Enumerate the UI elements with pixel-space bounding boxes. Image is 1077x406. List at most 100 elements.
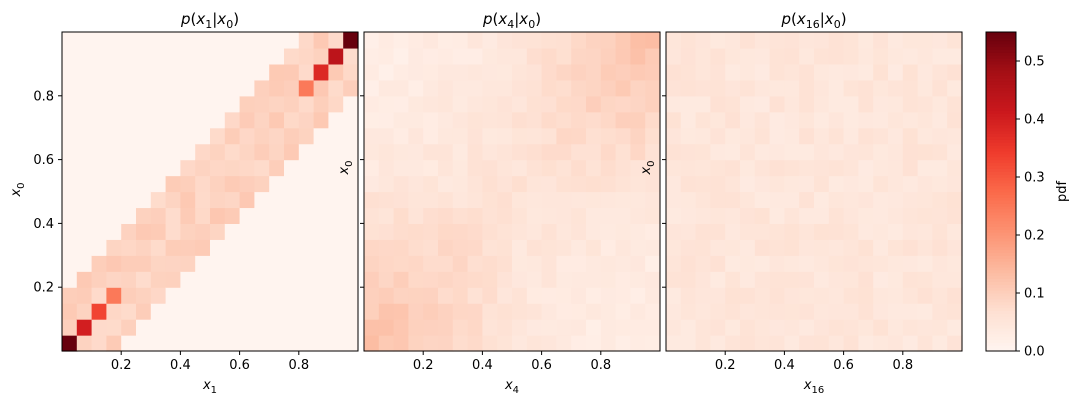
heatmap-cell-1-17-3 [615, 287, 631, 304]
colorbar-segment-29 [986, 264, 1016, 268]
heatmap-cell-2-0-7 [666, 223, 682, 240]
heatmap-cell-2-5-11 [740, 159, 756, 177]
heatmap-cell-0-17-13 [313, 127, 329, 145]
colorbar-segment-24 [986, 278, 1016, 282]
heatmap-cell-0-13-14 [254, 111, 270, 129]
heatmap-cell-2-1-3 [680, 287, 697, 304]
heatmap-cell-2-17-7 [917, 223, 933, 240]
heatmap-cell-1-4-8 [423, 207, 439, 224]
heatmap-cell-0-0-8 [62, 207, 78, 224]
colorbar-segment-28 [986, 266, 1016, 271]
heatmap-cell-1-0-0 [364, 335, 380, 352]
heatmap-cell-1-16-7 [600, 223, 617, 240]
colorbar-segment-75 [986, 130, 1016, 135]
colorbar-segment-70 [986, 145, 1016, 149]
heatmap-cell-1-9-11 [497, 159, 513, 177]
heatmap-cell-2-0-17 [666, 63, 682, 81]
heatmap-cell-0-0-7 [62, 223, 78, 240]
heatmap-cell-2-12-7 [843, 223, 859, 240]
heatmap-cell-0-10-6 [210, 239, 226, 256]
heatmap-cell-0-16-12 [298, 143, 315, 161]
heatmap-cell-1-5-12 [438, 143, 454, 161]
heatmap-cell-2-4-12 [725, 143, 741, 161]
heatmap-cell-0-2-6 [91, 239, 107, 256]
heatmap-cell-0-2-3 [91, 287, 107, 304]
heatmap-cell-2-3-18 [710, 47, 726, 65]
heatmap-cell-0-19-11 [343, 159, 359, 177]
colorbar-segment-106 [986, 40, 1016, 45]
heatmap-cell-0-18-8 [328, 207, 344, 224]
heatmap-cell-1-0-7 [364, 223, 380, 240]
heatmap-cell-1-5-10 [438, 175, 454, 193]
heatmap-cell-2-2-15 [695, 95, 711, 113]
heatmap-cell-2-4-13 [725, 127, 741, 145]
heatmap-cell-1-6-7 [452, 223, 469, 240]
heatmap-cell-2-4-8 [725, 207, 741, 224]
heatmap-cell-0-18-10 [328, 175, 344, 193]
heatmap-cell-1-1-3 [378, 287, 395, 304]
heatmap-cell-1-5-2 [438, 303, 454, 320]
heatmap-cell-0-4-17 [121, 63, 137, 81]
heatmap-cell-2-12-19 [843, 32, 859, 49]
heatmap-cell-1-1-10 [378, 175, 395, 193]
heatmap-cell-0-16-1 [298, 319, 315, 336]
colorbar-segment-57 [986, 182, 1016, 187]
heatmap-cell-1-17-17 [615, 63, 631, 81]
colorbar-segment-56 [986, 185, 1016, 190]
heatmap-cell-2-13-17 [858, 63, 874, 81]
chart-title-2: p(x16|x0) [780, 10, 846, 31]
heatmap-cell-0-10-18 [210, 47, 226, 65]
heatmap-cell-1-5-6 [438, 239, 454, 256]
heatmap-cell-2-1-4 [680, 271, 697, 288]
heatmap-cell-2-3-9 [710, 191, 726, 209]
heatmap-cell-2-19-7 [947, 223, 963, 240]
heatmap-cell-1-15-10 [586, 175, 602, 193]
heatmap-cell-0-3-17 [106, 63, 122, 81]
heatmap-cell-2-17-12 [917, 143, 933, 161]
heatmap-cell-0-15-18 [284, 47, 300, 65]
heatmap-cell-2-19-16 [947, 79, 963, 97]
heatmap-cell-0-1-4 [76, 271, 93, 288]
heatmap-cell-1-8-0 [482, 335, 498, 352]
heatmap-cell-0-16-6 [298, 239, 315, 256]
heatmap-cell-1-18-8 [630, 207, 646, 224]
heatmap-cell-0-14-16 [269, 79, 285, 97]
heatmap-cell-0-7-0 [165, 335, 181, 352]
heatmap-cell-0-10-11 [210, 159, 226, 177]
heatmap-cell-1-1-19 [378, 32, 395, 49]
heatmap-cell-0-17-6 [313, 239, 329, 256]
heatmap-cell-0-3-2 [106, 303, 122, 320]
heatmap-cell-1-2-8 [393, 207, 409, 224]
heatmap-cell-0-12-7 [239, 223, 255, 240]
heatmap-cell-0-11-13 [224, 127, 241, 145]
heatmap-cell-0-12-15 [239, 95, 255, 113]
heatmap-cell-0-18-3 [328, 287, 344, 304]
heatmap-cell-1-8-15 [482, 95, 498, 113]
heatmap-cell-1-11-13 [526, 127, 543, 145]
heatmap-cell-1-13-19 [556, 32, 572, 49]
heatmap-cell-2-16-12 [902, 143, 919, 161]
heatmap-cell-0-7-10 [165, 175, 181, 193]
heatmap-cell-2-4-19 [725, 32, 741, 49]
heatmap-cell-0-0-5 [62, 255, 78, 272]
heatmap-cell-0-18-2 [328, 303, 344, 320]
heatmap-cell-0-10-8 [210, 207, 226, 224]
heatmap-cell-2-6-9 [754, 191, 771, 209]
heatmap-cell-0-5-6 [136, 239, 152, 256]
heatmap-cell-0-11-6 [224, 239, 241, 256]
heatmap-cell-0-12-10 [239, 175, 255, 193]
heatmap-cell-0-1-14 [76, 111, 93, 129]
heatmap-cell-0-17-19 [313, 32, 329, 49]
heatmap-cell-0-17-1 [313, 319, 329, 336]
heatmap-cell-2-16-15 [902, 95, 919, 113]
heatmap-cell-2-8-16 [784, 79, 800, 97]
heatmap-cell-0-18-9 [328, 191, 344, 209]
heatmap-cell-2-17-18 [917, 47, 933, 65]
colorbar-segment-96 [986, 69, 1016, 74]
colorbar-segment-44 [986, 220, 1016, 224]
heatmap-cell-0-14-3 [269, 287, 285, 304]
heatmap-cell-2-18-14 [932, 111, 948, 129]
colorbar-segment-60 [986, 174, 1016, 178]
heatmap-cell-0-16-5 [298, 255, 315, 272]
heatmap-cell-2-18-16 [932, 79, 948, 97]
